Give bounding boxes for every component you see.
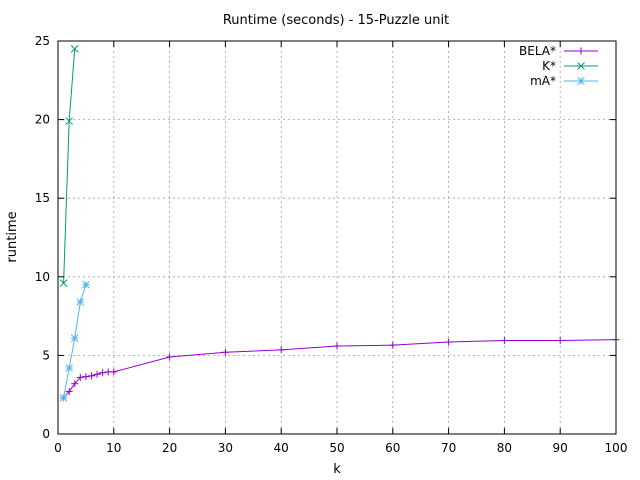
data-point xyxy=(277,346,285,354)
data-point xyxy=(70,334,79,342)
series-bela xyxy=(60,336,620,402)
data-point xyxy=(59,279,68,287)
data-point xyxy=(166,353,174,361)
data-point xyxy=(65,117,74,126)
data-point xyxy=(82,280,90,289)
y-tick-label: 0 xyxy=(42,427,50,441)
x-tick-label: 60 xyxy=(385,441,400,455)
data-point xyxy=(93,370,101,378)
y-tick-label: 10 xyxy=(35,270,50,284)
x-tick-label: 80 xyxy=(497,441,512,455)
axis-ticks: 0 10 20 30 40 50 60 70 80 90 100 0 5 10 15 20 25 xyxy=(35,34,628,455)
data-point xyxy=(577,77,585,85)
x-axis-label: k xyxy=(333,462,341,477)
x-tick-label: 100 xyxy=(605,441,628,455)
legend-label: mA* xyxy=(530,74,556,88)
x-tick-label: 40 xyxy=(274,441,289,455)
data-point xyxy=(577,62,585,70)
data-point xyxy=(445,338,453,346)
data-point xyxy=(59,393,68,402)
data-point xyxy=(65,364,74,372)
data-point xyxy=(99,369,107,377)
legend-item: BELA* xyxy=(519,44,598,58)
x-tick-label: 90 xyxy=(553,441,568,455)
y-tick-label: 15 xyxy=(35,191,50,205)
data-point xyxy=(333,342,341,350)
x-tick-label: 10 xyxy=(106,441,121,455)
data-point xyxy=(71,380,79,388)
data-point xyxy=(70,45,79,53)
data-point xyxy=(110,368,118,376)
x-tick-label: 20 xyxy=(162,441,177,455)
data-point xyxy=(76,373,84,381)
data-point xyxy=(500,336,508,344)
data-point xyxy=(76,298,85,306)
grid-lines xyxy=(58,41,616,434)
x-tick-label: 70 xyxy=(441,441,456,455)
x-tick-label: 50 xyxy=(329,441,344,455)
data-point xyxy=(556,336,564,344)
legend-item: mA* xyxy=(530,74,598,88)
legend-label: K* xyxy=(542,59,556,73)
series-line xyxy=(63,339,617,399)
legend-label: BELA* xyxy=(519,44,556,58)
chart-title: Runtime (seconds) - 15-Puzzle unit xyxy=(223,13,449,28)
data-point xyxy=(87,372,95,380)
x-tick-label: 30 xyxy=(218,441,233,455)
x-tick-label: 0 xyxy=(54,441,62,455)
y-tick-label: 5 xyxy=(42,348,50,362)
y-axis-label: runtime xyxy=(5,211,20,262)
series-ma xyxy=(59,280,90,402)
y-tick-label: 20 xyxy=(35,113,50,127)
legend: BELA*K*mA* xyxy=(519,44,598,88)
data-point xyxy=(82,373,90,381)
series-layer xyxy=(59,45,620,402)
series-k xyxy=(59,45,79,287)
legend-item: K* xyxy=(542,59,598,73)
data-point xyxy=(221,348,229,356)
data-point xyxy=(65,388,73,396)
y-tick-label: 25 xyxy=(35,34,50,48)
data-point xyxy=(577,47,585,55)
data-point xyxy=(389,341,397,349)
series-line xyxy=(63,48,76,284)
